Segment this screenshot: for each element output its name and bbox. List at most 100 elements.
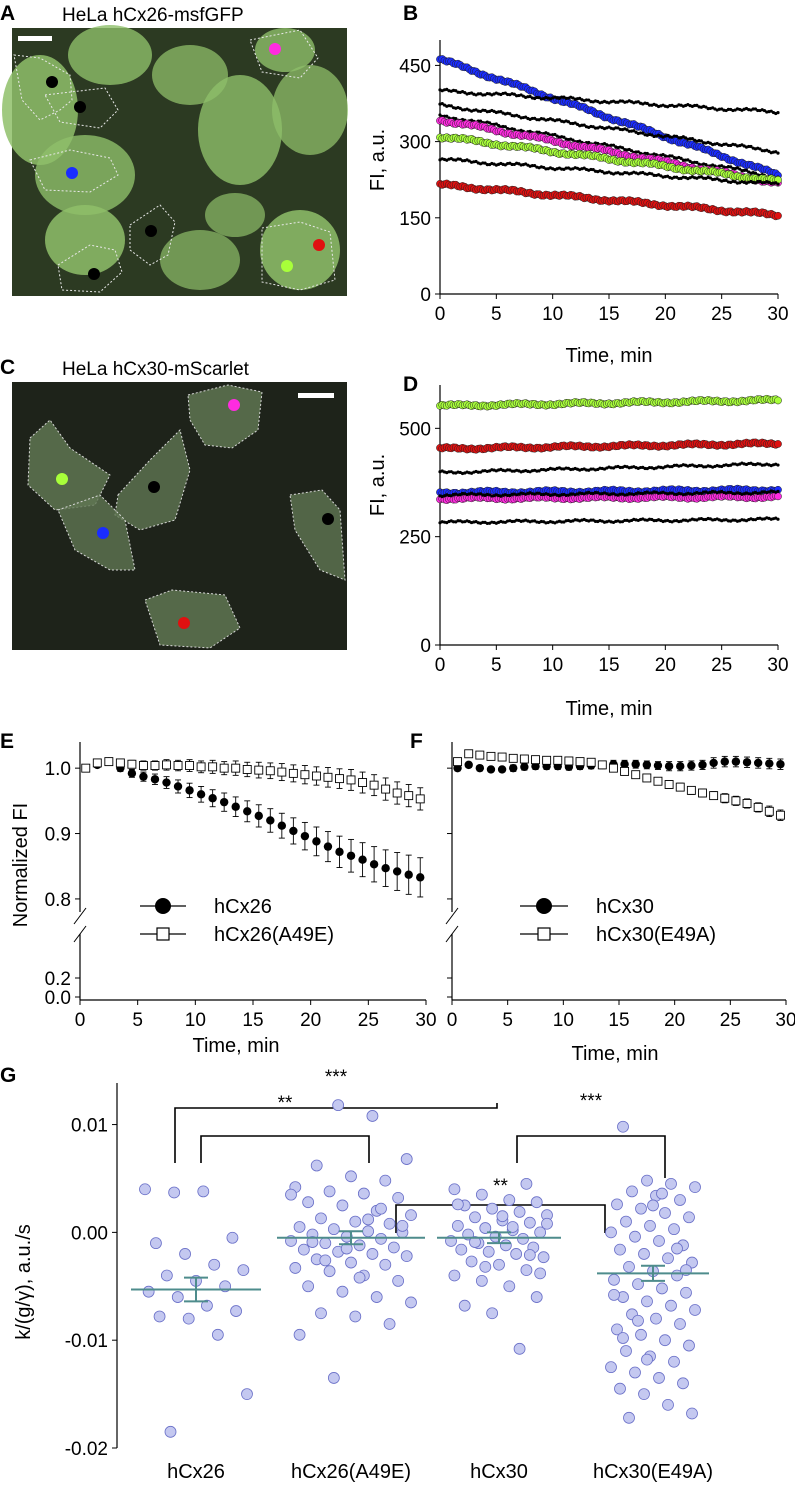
data-point-hCx30 bbox=[720, 757, 729, 766]
data-point-hCx26 bbox=[150, 1237, 162, 1250]
category-label-hCx30(E49A): hCx30(E49A) bbox=[593, 1461, 713, 1483]
data-point-hCx26 bbox=[416, 873, 425, 882]
series-red bbox=[436, 438, 782, 454]
cell-marker bbox=[46, 76, 58, 88]
data-point-hCx26(A49E) bbox=[285, 1188, 297, 1201]
data-point-hCx30(E49A) bbox=[564, 756, 574, 766]
significance-label: *** bbox=[580, 1091, 603, 1112]
x-tick-label: 30 bbox=[767, 655, 788, 676]
panel-c-outlines bbox=[27, 384, 346, 649]
x-tick-label: 5 bbox=[132, 1010, 143, 1031]
data-point-hCx30 bbox=[482, 1245, 495, 1258]
data-point-hCx26 bbox=[162, 778, 171, 787]
data-point-black-1 bbox=[756, 108, 760, 113]
data-point-hCx30(E49A) bbox=[764, 806, 774, 816]
legend-marker-hcx30 bbox=[536, 898, 552, 914]
data-point-hCx30(E49A) bbox=[665, 1177, 677, 1190]
data-point-hCx30 bbox=[451, 1198, 464, 1211]
data-point-hCx26 bbox=[392, 867, 402, 876]
data-point-black-4 bbox=[460, 159, 465, 163]
panel-g-ylabel: k/(g/γ), a.u./s bbox=[13, 1224, 35, 1340]
data-point-black-3 bbox=[753, 171, 758, 175]
data-point-hCx30(E49A) bbox=[629, 1230, 641, 1243]
data-point-hCx30 bbox=[530, 1196, 543, 1209]
data-point-hCx26(A49E) bbox=[297, 1243, 310, 1256]
data-point-hCx30 bbox=[486, 765, 496, 774]
data-point-hCx26 bbox=[168, 1186, 181, 1199]
panel-d-axes: 0 5 10 15 20 25 30 0 250 500 bbox=[399, 385, 789, 676]
data-point-hCx30 bbox=[469, 1211, 481, 1224]
data-point-hCx26(A49E) bbox=[375, 1232, 387, 1245]
cell-outline bbox=[29, 149, 119, 193]
data-point-hCx30(E49A) bbox=[641, 1174, 653, 1187]
data-point-hCx26(A49E) bbox=[357, 1187, 370, 1200]
data-point-hCx30(E49A) bbox=[632, 1314, 644, 1327]
data-point-hCx26(A49E) bbox=[346, 775, 356, 785]
x-tick-label: 30 bbox=[775, 1010, 795, 1031]
data-point-black-2 bbox=[616, 126, 620, 130]
data-point-black-4 bbox=[542, 165, 546, 170]
data-point-red bbox=[774, 211, 782, 220]
data-point-hCx30(E49A) bbox=[497, 752, 507, 762]
data-point-hCx30 bbox=[486, 1307, 499, 1320]
data-point-hCx30 bbox=[448, 1183, 461, 1196]
data-point-black-1 bbox=[776, 463, 780, 467]
data-point-hCx26(A49E) bbox=[323, 1265, 336, 1278]
data-point-hCx30(E49A) bbox=[638, 1248, 650, 1260]
data-point-black-3 bbox=[686, 158, 690, 162]
panel-g-significance: ***** ***** bbox=[174, 1067, 666, 1233]
data-point-hCx26(A49E) bbox=[358, 778, 368, 787]
data-point-hCx26 bbox=[254, 811, 263, 821]
data-point-hCx26(A49E) bbox=[302, 1196, 315, 1209]
data-point-hCx30 bbox=[513, 1342, 526, 1355]
data-point-hCx30(E49A) bbox=[683, 1211, 695, 1224]
data-point-hCx30 bbox=[496, 1210, 509, 1223]
data-point-hCx30 bbox=[709, 758, 718, 768]
data-point-hCx30(E49A) bbox=[620, 1215, 632, 1228]
data-point-hCx30 bbox=[664, 761, 674, 771]
y-tick-label: 500 bbox=[399, 419, 431, 440]
data-point-hCx26(A49E) bbox=[315, 1212, 327, 1225]
data-point-hCx30(E49A) bbox=[642, 773, 652, 783]
data-point-hCx30 bbox=[537, 1251, 550, 1264]
panel-c-title: HeLa hCx30-mScarlet bbox=[62, 359, 250, 380]
data-point-hCx26(A49E) bbox=[383, 1217, 396, 1230]
data-point-black-2 bbox=[449, 104, 453, 108]
data-point-hCx30(E49A) bbox=[608, 763, 618, 773]
group-hCx26 bbox=[139, 1183, 253, 1438]
data-point-hCx26(A49E) bbox=[173, 761, 183, 770]
data-point-hCx30 bbox=[631, 760, 640, 769]
panel-e-legend: hCx26 hCx26(A49E) bbox=[140, 896, 334, 946]
x-tick-label: 30 bbox=[415, 1010, 436, 1031]
data-point-hCx26 bbox=[231, 802, 240, 811]
panel-d-xlabel: Time, min bbox=[565, 698, 652, 720]
data-point-hCx26(A49E) bbox=[265, 766, 275, 776]
data-point-hCx26(A49E) bbox=[332, 1099, 345, 1112]
data-point-hCx30(E49A) bbox=[608, 1289, 620, 1301]
data-point-hCx26(A49E) bbox=[288, 768, 298, 778]
data-point-hCx26(A49E) bbox=[405, 1296, 417, 1309]
cell-outline bbox=[114, 429, 191, 531]
data-point-black-1 bbox=[587, 98, 591, 102]
data-point-hCx26 bbox=[226, 1231, 239, 1244]
data-point-hCx30(E49A) bbox=[641, 1295, 653, 1308]
panel-d-letter: D bbox=[403, 373, 418, 396]
data-point-hCx26(A49E) bbox=[345, 1170, 357, 1183]
y-tick-label: 150 bbox=[399, 209, 431, 230]
panel-g-categories: hCx26 hCx26(A49E) hCx30 hCx30(E49A) bbox=[167, 1461, 713, 1483]
cell-outline bbox=[144, 589, 241, 649]
data-point-black-4 bbox=[474, 159, 478, 164]
y-tick-label: 0 bbox=[420, 636, 431, 657]
data-point-black-1 bbox=[751, 107, 755, 111]
x-tick-label: 20 bbox=[664, 1010, 685, 1031]
data-point-black-3 bbox=[553, 132, 557, 137]
data-point-hCx30 bbox=[448, 1269, 461, 1282]
data-point-hCx30(E49A) bbox=[674, 1194, 686, 1206]
cell-marker bbox=[97, 527, 109, 539]
cell-outline bbox=[57, 494, 136, 571]
x-tick-label: 15 bbox=[598, 655, 619, 676]
panel-f-axes: 0 5 10 15 20 25 30 bbox=[445, 742, 795, 1031]
data-point-hCx26(A49E) bbox=[327, 1372, 340, 1384]
data-point-hCx26 bbox=[179, 1248, 191, 1260]
